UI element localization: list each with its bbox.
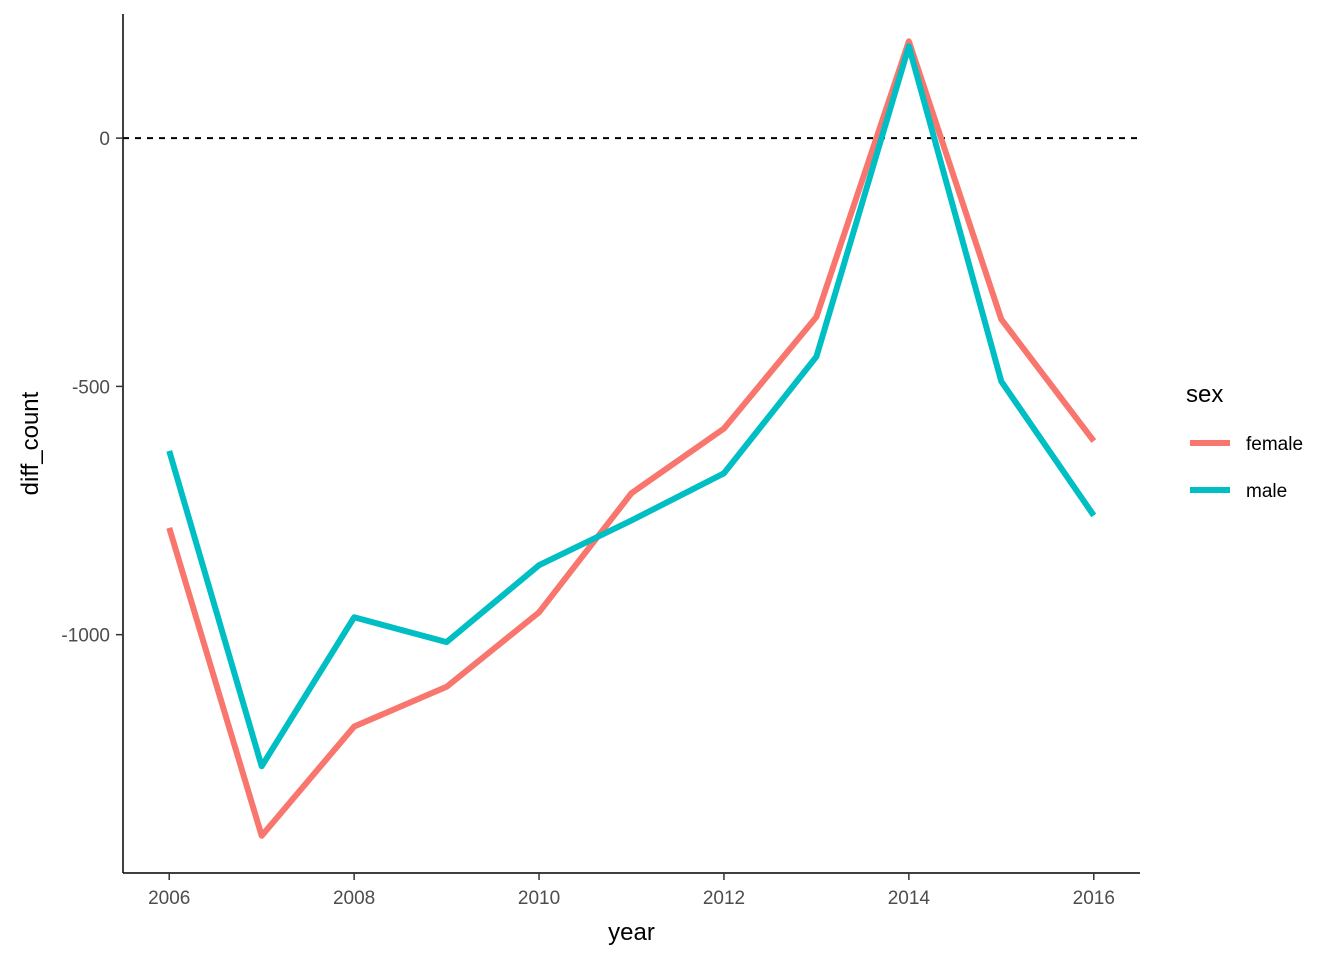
- x-tick-label: 2010: [518, 888, 560, 909]
- series-line-male: [166, 43, 1097, 770]
- x-tick-label: 2016: [1073, 888, 1115, 909]
- x-tick-label: 2014: [888, 888, 931, 909]
- legend-title: sex: [1186, 381, 1223, 408]
- axes: 2006 2008 2010 2012 2014 2016 -1000 -500 0: [61, 14, 1140, 909]
- legend: sex female male: [1186, 381, 1303, 502]
- x-tick-label: 2012: [703, 888, 745, 909]
- y-tick-label: -500: [72, 377, 110, 398]
- series-line-female: [166, 38, 1097, 839]
- x-axis-title: year: [608, 919, 655, 946]
- y-tick-label: 0: [99, 129, 110, 150]
- y-tick-label: -1000: [61, 626, 110, 647]
- legend-label-male: male: [1246, 481, 1287, 502]
- x-tick-label: 2008: [333, 888, 375, 909]
- legend-label-female: female: [1246, 434, 1303, 455]
- x-tick-label: 2006: [148, 888, 190, 909]
- y-axis-title: diff_count: [17, 391, 44, 495]
- plot-area: [123, 38, 1140, 839]
